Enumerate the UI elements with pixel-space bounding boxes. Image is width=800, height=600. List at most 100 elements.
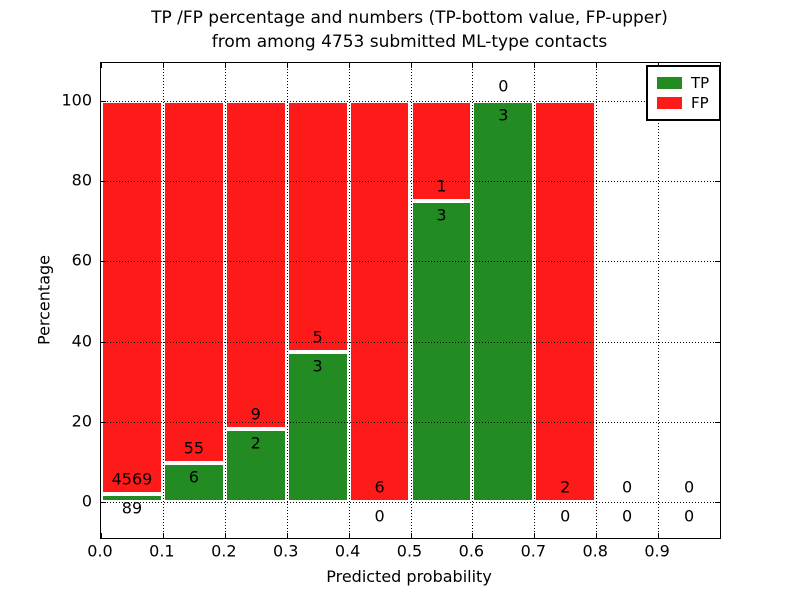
gridline-vertical xyxy=(163,63,164,538)
x-tick-label: 0.6 xyxy=(458,541,485,561)
tick-mark-top xyxy=(472,63,473,68)
bar-value-label-fp: 55 xyxy=(183,438,205,458)
gridline-vertical xyxy=(534,63,535,538)
bar-value-label-fp: 1 xyxy=(436,176,447,196)
gridline-vertical xyxy=(411,63,412,538)
tick-mark-right xyxy=(715,181,720,183)
x-tick-label: 0.7 xyxy=(520,541,547,561)
tick-mark-top xyxy=(534,63,535,68)
tick-mark-left xyxy=(101,101,106,102)
gridline-vertical xyxy=(225,63,226,538)
bar-value-label-tp: 6 xyxy=(188,467,199,487)
gridline-horizontal xyxy=(101,502,720,503)
bar-segment-fp xyxy=(162,101,225,463)
legend-item-label: FP xyxy=(691,94,709,112)
tick-mark-top xyxy=(411,63,412,68)
plot-area: 4569 89 55 6 9 2 5 3 6 0 1 3 0 3 2 0 0 0 0 0 xyxy=(100,62,721,539)
tick-mark-bottom xyxy=(596,533,597,538)
bar-value-label-tp: 3 xyxy=(312,356,323,376)
bar-segment-tp xyxy=(224,429,287,502)
bar-segment-fp xyxy=(101,101,163,495)
tick-mark-bottom xyxy=(411,533,412,538)
legend-item-label: TP xyxy=(691,74,710,92)
gridline-horizontal xyxy=(101,181,720,183)
tick-mark-bottom xyxy=(472,533,473,538)
bar-value-label-fp: 2 xyxy=(560,477,571,497)
tick-mark-right xyxy=(715,502,720,503)
y-tick-label: 80 xyxy=(71,170,92,190)
y-tick-label: 60 xyxy=(71,250,92,270)
legend: TP FP xyxy=(646,65,722,121)
tick-mark-top xyxy=(287,63,288,68)
x-tick-label: 0.8 xyxy=(582,541,608,561)
legend-swatch-icon xyxy=(657,77,682,89)
bar-segment-fp xyxy=(534,101,597,502)
tick-mark-bottom xyxy=(163,533,164,538)
tick-mark-top xyxy=(163,63,164,68)
x-tick-label: 0.4 xyxy=(334,541,361,561)
bar-segment-fp xyxy=(348,101,411,502)
tick-mark-top xyxy=(349,63,350,68)
x-tick-label: 0.2 xyxy=(211,541,237,561)
legend-item: FP xyxy=(657,93,709,113)
bar-segment-tp xyxy=(101,494,163,502)
bar-segment-fp xyxy=(224,101,287,430)
tick-mark-left xyxy=(101,341,106,343)
tick-mark-bottom xyxy=(349,533,350,538)
chart-title-line1: TP /FP percentage and numbers (TP-bottom… xyxy=(151,8,668,28)
bar-value-label-tp: 2 xyxy=(250,433,261,453)
bar-value-label-fp: 0 xyxy=(683,477,695,497)
bar-segment-tp xyxy=(162,462,225,502)
bar-value-label-fp: 0 xyxy=(498,76,509,96)
bar-value-label-tp: 0 xyxy=(622,506,633,526)
tick-mark-right xyxy=(715,261,720,263)
tick-mark-top xyxy=(225,63,226,68)
bar-value-label-tp: 0 xyxy=(374,506,385,526)
tick-mark-bottom xyxy=(287,533,288,538)
tick-mark-left xyxy=(101,502,106,503)
tick-mark-bottom xyxy=(658,533,659,538)
chart-title-line2: from among 4753 submitted ML-type contac… xyxy=(211,32,608,52)
tick-mark-right xyxy=(715,341,720,343)
bar-value-label-tp: 0 xyxy=(560,506,571,526)
gridline-vertical xyxy=(349,63,350,538)
bar-segment-tp xyxy=(410,201,473,502)
x-tick-label: 0.9 xyxy=(644,541,670,561)
tick-mark-top xyxy=(101,63,102,68)
gridline-vertical xyxy=(658,63,659,538)
tick-mark-bottom xyxy=(534,533,535,538)
y-tick-label: 40 xyxy=(71,331,92,351)
gridline-horizontal xyxy=(101,261,720,263)
x-tick-label: 0.0 xyxy=(87,541,113,561)
gridline-vertical xyxy=(596,63,597,538)
gridline-horizontal xyxy=(101,101,720,102)
y-tick-label: 0 xyxy=(81,491,92,511)
bar-value-label-fp: 6 xyxy=(374,477,385,497)
bar-value-label-tp: 3 xyxy=(436,205,447,225)
gridline-vertical xyxy=(287,63,288,538)
bar-segment-tp xyxy=(472,101,535,502)
bar-value-label-fp: 0 xyxy=(622,477,633,497)
tick-mark-left xyxy=(101,181,106,183)
x-tick-label: 0.5 xyxy=(396,541,423,561)
tick-mark-left xyxy=(101,421,106,423)
bar-value-label-fp: 9 xyxy=(250,404,261,424)
tick-mark-left xyxy=(101,261,106,263)
legend-swatch-icon xyxy=(657,97,682,109)
gridline-horizontal xyxy=(101,421,720,423)
x-axis-label: Predicted probability xyxy=(326,567,492,586)
bar-value-label-fp: 4569 xyxy=(111,469,153,489)
bar-value-label-tp: 3 xyxy=(498,105,509,125)
bar-value-label-fp: 5 xyxy=(312,327,323,347)
x-tick-label: 0.1 xyxy=(149,541,175,561)
bar-segment-fp xyxy=(286,101,349,352)
tick-mark-bottom xyxy=(101,533,102,538)
chart-title: TP /FP percentage and numbers (TP-bottom… xyxy=(100,6,719,54)
legend-item: TP xyxy=(657,73,709,93)
gridline-horizontal xyxy=(101,341,720,343)
gridline-vertical xyxy=(472,63,473,538)
tick-mark-top xyxy=(596,63,597,68)
bar-value-label-tp: 89 xyxy=(121,498,143,518)
tick-mark-bottom xyxy=(225,533,226,538)
